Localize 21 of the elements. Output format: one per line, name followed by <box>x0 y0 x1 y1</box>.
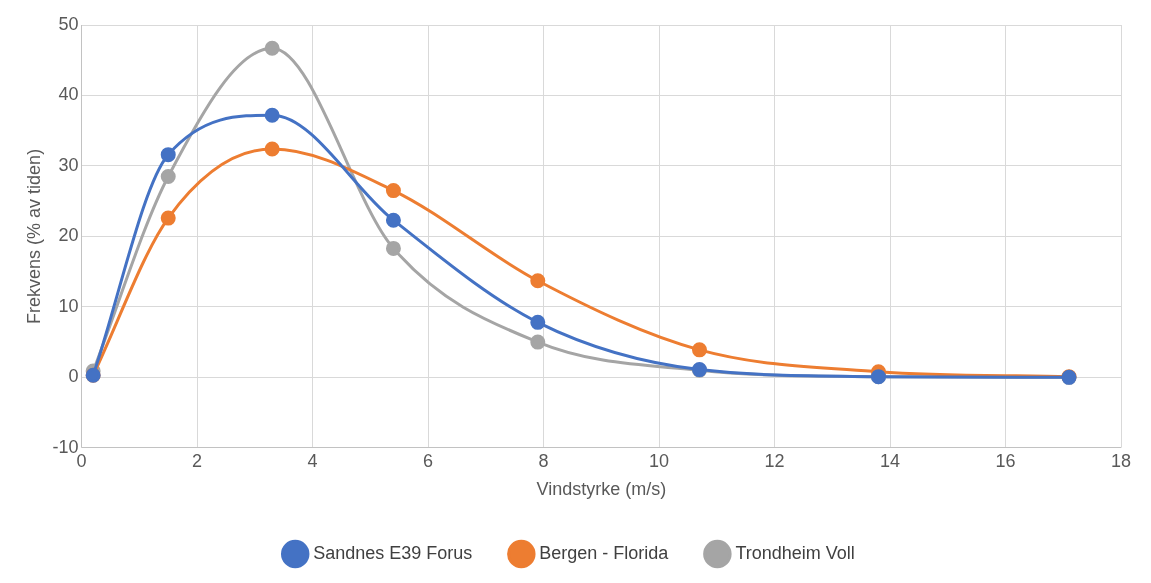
x-tick-label: 2 <box>192 450 203 471</box>
x-tick-label: 10 <box>649 450 670 471</box>
legend-label: Bergen - Florida <box>539 542 670 563</box>
y-tick-label: 50 <box>58 13 79 34</box>
y-tick-label: 10 <box>58 295 79 316</box>
legend-label: Trondheim Voll <box>735 542 855 563</box>
x-tick-label: 18 <box>1110 450 1132 471</box>
y-tick-label: -10 <box>52 436 79 457</box>
x-tick-label: 4 <box>307 450 318 471</box>
x-axis-title: Vindstyrke (m/s) <box>536 479 667 500</box>
x-tick-label: 8 <box>538 450 549 471</box>
y-tick-label: 40 <box>58 84 79 105</box>
y-axis-title: Frekvens (% av tiden) <box>23 148 44 324</box>
x-tick-label: 16 <box>995 450 1016 471</box>
x-tick-label: 14 <box>880 450 901 471</box>
legend-label: Sandnes E39 Forus <box>313 542 473 563</box>
y-tick-label: 30 <box>58 154 79 175</box>
y-tick-label: 0 <box>68 366 79 387</box>
y-tick-label: 20 <box>58 225 79 246</box>
x-tick-label: 12 <box>764 450 785 471</box>
x-tick-label: 6 <box>423 450 434 471</box>
